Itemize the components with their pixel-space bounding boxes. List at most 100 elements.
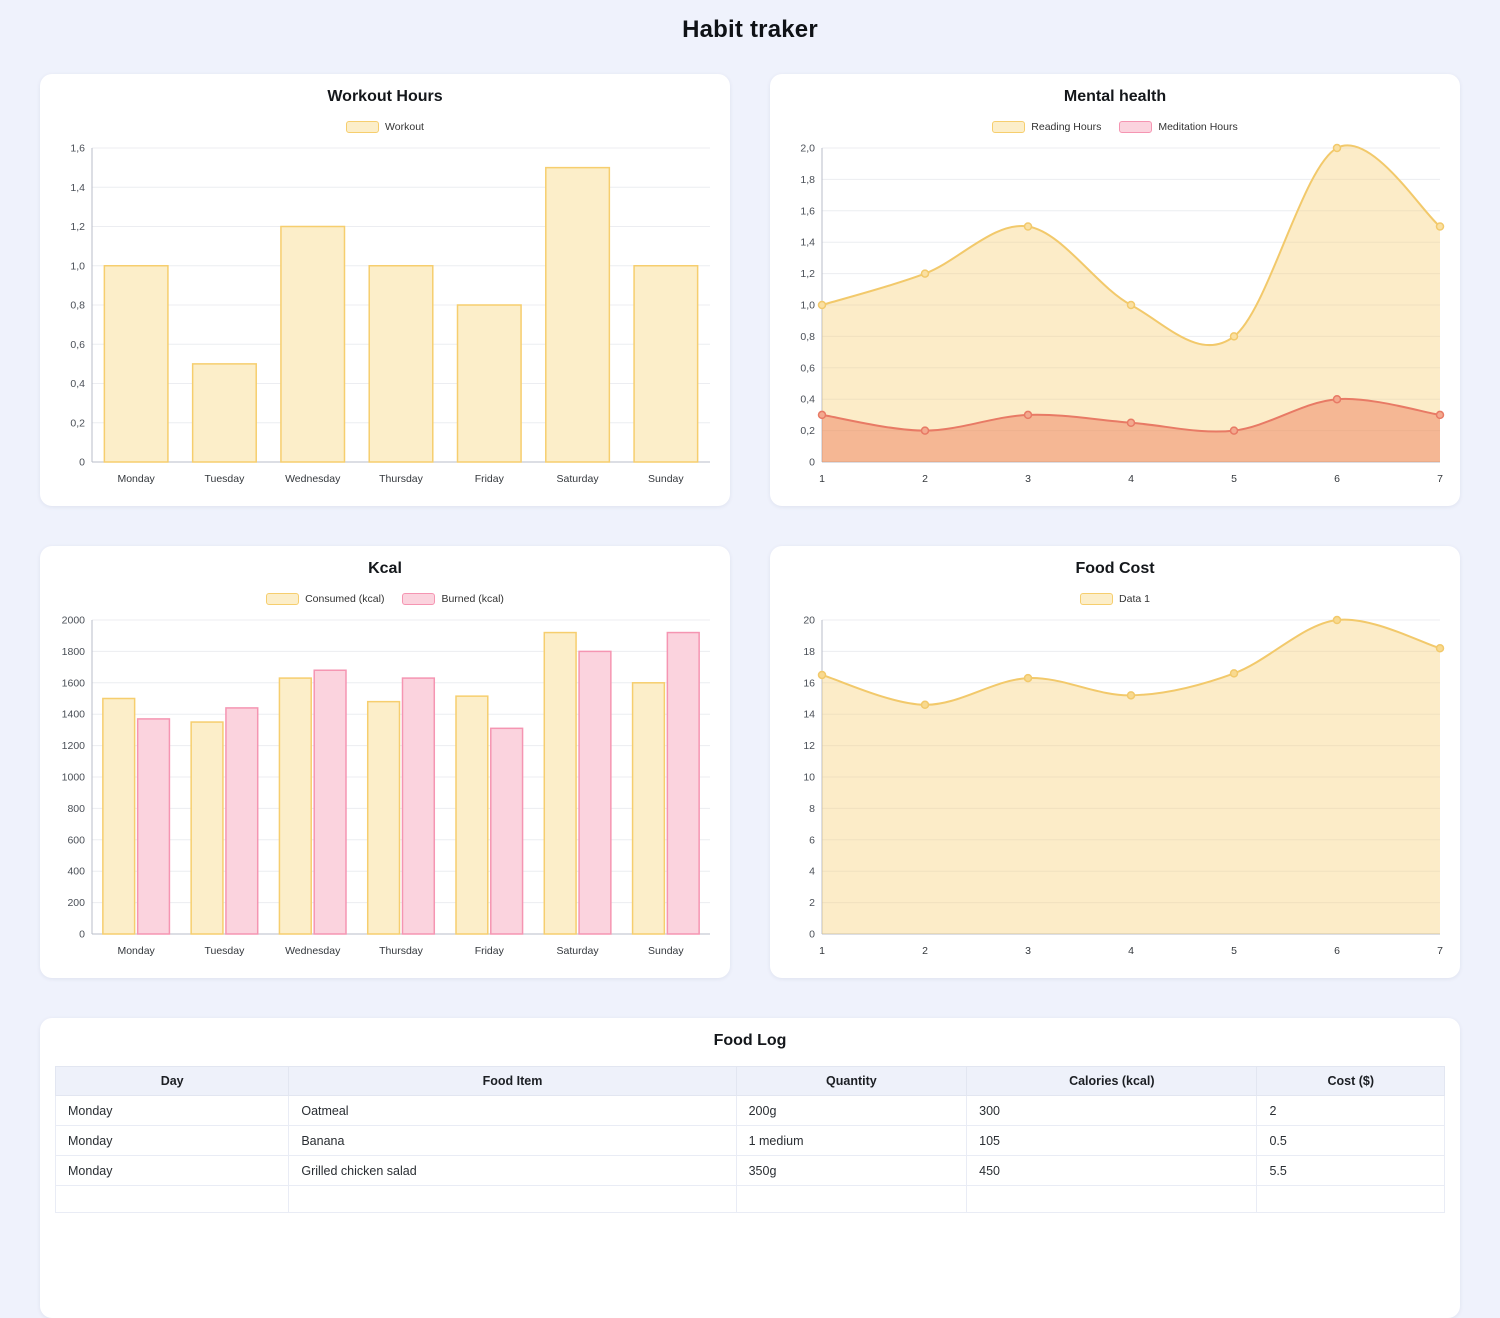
svg-text:2,0: 2,0: [800, 143, 815, 155]
svg-text:1,6: 1,6: [70, 143, 85, 155]
svg-text:0: 0: [79, 929, 85, 941]
food-log-cell: Oatmeal: [288, 1095, 737, 1126]
svg-text:20: 20: [803, 615, 815, 627]
food-log-cell: Monday: [54, 1155, 290, 1186]
svg-text:1,2: 1,2: [70, 221, 85, 233]
food-log-cell: 1 medium: [735, 1125, 968, 1156]
svg-text:4: 4: [809, 866, 815, 878]
svg-text:Tuesday: Tuesday: [204, 473, 245, 485]
food-log-header: Day Food Item Quantity Calories (kcal) Cost …: [54, 1066, 1445, 1096]
svg-text:1,2: 1,2: [800, 268, 815, 280]
habit-tracker-page: Habit traker Workout Hours Workout 0 0,2 0…: [0, 16, 1500, 1318]
svg-text:7: 7: [1437, 945, 1443, 957]
legend-item: Consumed (kcal): [266, 593, 384, 605]
kcal-chart-title: Kcal: [368, 560, 402, 577]
legend-swatch-icon: [1119, 121, 1153, 133]
legend-swatch-icon: [402, 593, 436, 605]
svg-text:0,8: 0,8: [70, 300, 85, 312]
food-log-cell: 2: [1256, 1095, 1445, 1126]
svg-text:Friday: Friday: [475, 945, 505, 957]
food-log-row: Monday Oatmeal 200g 300 2: [54, 1095, 1445, 1126]
svg-text:0,6: 0,6: [800, 362, 815, 374]
legend-swatch-icon: [1080, 593, 1114, 605]
svg-text:1,0: 1,0: [70, 260, 85, 272]
legend-item: Reading Hours: [992, 121, 1101, 133]
svg-text:4: 4: [1128, 473, 1134, 485]
mental-health-chart: 0 0,2 0,4 0,6 0,8 1,0 1,2 1,4 1,6 1,8 2,0 1 2 3 4 5 6 7: [782, 140, 1448, 490]
svg-text:1400: 1400: [62, 709, 86, 721]
workout-chart-title: Workout Hours: [327, 88, 443, 105]
svg-text:0: 0: [809, 929, 815, 941]
svg-text:7: 7: [1437, 473, 1443, 485]
food-log-card: Food Log Day Food Item Quantity Calories (k…: [40, 1018, 1460, 1318]
food-log-cell: 5.5: [1256, 1155, 1445, 1186]
svg-text:Tuesday: Tuesday: [204, 945, 245, 957]
svg-text:0: 0: [809, 457, 815, 469]
svg-text:8: 8: [809, 803, 815, 815]
workout-hours-card: Workout Hours Workout 0 0,2 0,4 0,6 0,8 1,0 1,…: [40, 74, 730, 506]
food-log-title: Food Log: [713, 1032, 787, 1049]
svg-text:800: 800: [67, 803, 85, 815]
svg-text:Saturday: Saturday: [557, 473, 600, 485]
food-log-row: Monday Grilled chicken salad 350g 450 5.5: [54, 1155, 1445, 1186]
svg-text:1,4: 1,4: [70, 182, 85, 194]
food-log-cell: 300: [966, 1095, 1258, 1126]
legend-swatch-icon: [266, 593, 300, 605]
legend-item: Workout: [346, 121, 424, 133]
svg-text:1,6: 1,6: [800, 205, 815, 217]
svg-text:Saturday: Saturday: [557, 945, 600, 957]
svg-text:Wednesday: Wednesday: [285, 473, 341, 485]
svg-text:1: 1: [819, 473, 825, 485]
svg-text:200: 200: [67, 897, 85, 909]
svg-text:1,0: 1,0: [800, 300, 815, 312]
food-log-cell: 200g: [735, 1095, 968, 1126]
food-cost-chart-legend: Data 1: [782, 592, 1448, 606]
legend-swatch-icon: [346, 121, 380, 133]
svg-text:18: 18: [803, 646, 815, 658]
kcal-card: Kcal Consumed (kcal) Burned (kcal) 0 200 40…: [40, 546, 730, 978]
food-log-column-header: Quantity: [735, 1066, 968, 1096]
mental-health-card: Mental health Reading Hours Meditation Ho…: [770, 74, 1460, 506]
svg-text:14: 14: [803, 709, 815, 721]
mental-health-chart-title: Mental health: [1063, 88, 1167, 105]
food-log-row: Monday Banana 1 medium 105 0.5: [54, 1125, 1445, 1156]
svg-text:Wednesday: Wednesday: [285, 945, 341, 957]
svg-text:2: 2: [922, 945, 928, 957]
svg-text:1: 1: [819, 945, 825, 957]
food-log-column-header: Calories (kcal): [966, 1066, 1258, 1096]
svg-text:2000: 2000: [62, 615, 86, 627]
food-log-column-header: Food Item: [288, 1066, 737, 1096]
svg-text:4: 4: [1128, 945, 1134, 957]
mental-health-chart-legend: Reading Hours Meditation Hours: [782, 120, 1448, 134]
svg-text:3: 3: [1025, 473, 1031, 485]
food-log-cell: 450: [966, 1155, 1258, 1186]
legend-item: Burned (kcal): [402, 593, 504, 605]
legend-label: Consumed (kcal): [305, 593, 385, 605]
svg-text:Sunday: Sunday: [648, 945, 684, 957]
legend-label: Workout: [385, 121, 424, 133]
food-cost-card: Food Cost Data 1 0 2 4 6 8 10 12 14 16 18 20 1 2 3 4 5 6…: [770, 546, 1460, 978]
food-log-cell: Banana: [288, 1125, 737, 1156]
food-log-column-header: Day: [54, 1066, 290, 1096]
svg-text:Thursday: Thursday: [379, 945, 424, 957]
legend-label: Data 1: [1119, 593, 1150, 605]
svg-text:0,4: 0,4: [70, 378, 85, 390]
legend-item: Meditation Hours: [1119, 121, 1238, 133]
svg-text:0,4: 0,4: [800, 394, 815, 406]
svg-text:Monday: Monday: [117, 473, 155, 485]
page-title: Habit traker: [682, 16, 818, 43]
svg-text:1,4: 1,4: [800, 237, 815, 249]
food-log-cell: Monday: [54, 1095, 290, 1126]
food-log-cell: 0.5: [1256, 1125, 1445, 1156]
svg-text:Sunday: Sunday: [648, 473, 684, 485]
food-log-row-partial: [54, 1185, 1445, 1213]
svg-text:2: 2: [922, 473, 928, 485]
svg-text:0: 0: [79, 457, 85, 469]
workout-chart-legend: Workout: [52, 120, 718, 134]
svg-text:5: 5: [1231, 473, 1237, 485]
kcal-chart-legend: Consumed (kcal) Burned (kcal): [52, 592, 718, 606]
svg-text:2: 2: [809, 897, 815, 909]
svg-text:1800: 1800: [62, 646, 86, 658]
svg-text:10: 10: [803, 772, 815, 784]
food-log-cell: 105: [966, 1125, 1258, 1156]
